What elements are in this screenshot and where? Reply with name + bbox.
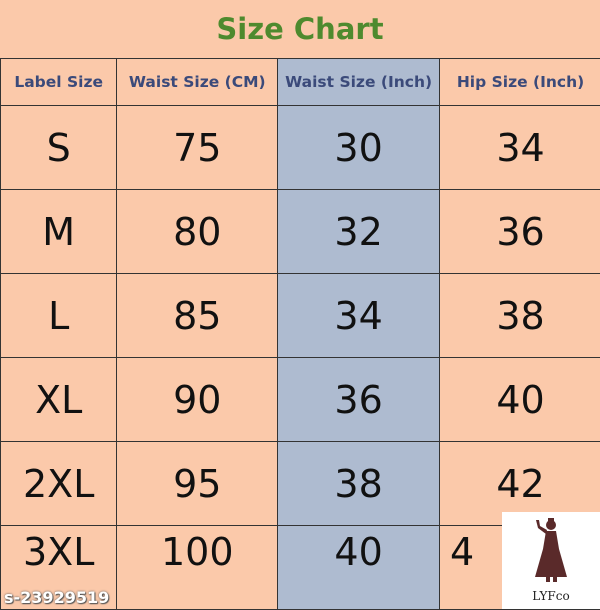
brand-logo: LYFco xyxy=(502,512,600,609)
table-cell: 40 xyxy=(440,358,600,442)
dancer-figure-icon xyxy=(531,516,571,586)
table-cell: L xyxy=(1,274,117,358)
table-cell: 75 xyxy=(117,106,278,190)
table-cell: 36 xyxy=(278,358,440,442)
table-cell: 34 xyxy=(278,274,440,358)
table-cell: 90 xyxy=(117,358,278,442)
brand-name: LYFco xyxy=(502,589,600,603)
column-header: Hip Size (Inch) xyxy=(440,59,600,106)
table-cell: 38 xyxy=(440,274,600,358)
header-row: Label Size Waist Size (CM) Waist Size (I… xyxy=(1,59,600,106)
table-cell: 2XL xyxy=(1,442,117,526)
column-header: Waist Size (Inch) xyxy=(278,59,440,106)
chart-title: Size Chart xyxy=(0,0,600,58)
table-cell: 30 xyxy=(278,106,440,190)
table-cell: 32 xyxy=(278,190,440,274)
table-cell: 80 xyxy=(117,190,278,274)
table-cell: 100 xyxy=(117,526,278,610)
watermark: s-23929519 xyxy=(4,589,109,607)
table-cell: XL xyxy=(1,358,117,442)
table-cell: S xyxy=(1,106,117,190)
table-cell: M xyxy=(1,190,117,274)
column-header: Waist Size (CM) xyxy=(117,59,278,106)
table-cell: 38 xyxy=(278,442,440,526)
column-header: Label Size xyxy=(1,59,117,106)
table-cell: 36 xyxy=(440,190,600,274)
table-cell: 85 xyxy=(117,274,278,358)
table-cell: 40 xyxy=(278,526,440,610)
table-cell: 34 xyxy=(440,106,600,190)
table-cell: 95 xyxy=(117,442,278,526)
